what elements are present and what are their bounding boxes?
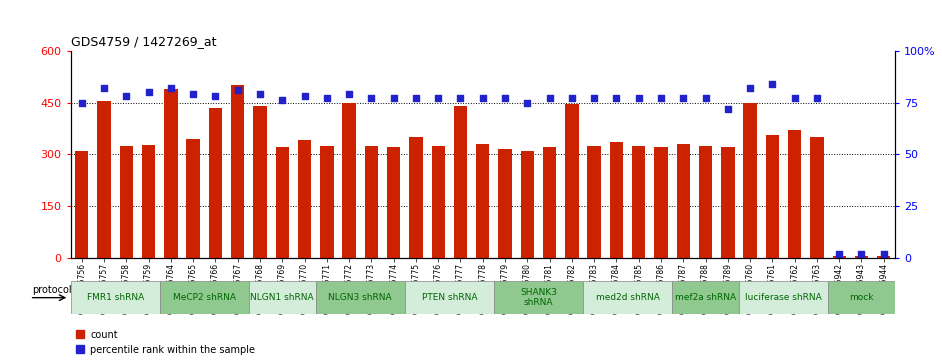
Point — [297, 93, 312, 99]
Bar — [454, 106, 467, 258]
Bar — [766, 135, 779, 258]
Bar — [583, 281, 673, 314]
Bar — [320, 146, 333, 258]
Point — [342, 91, 357, 97]
Bar — [828, 281, 895, 314]
Legend: count, percentile rank within the sample: count, percentile rank within the sample — [75, 330, 255, 355]
Bar — [71, 281, 160, 314]
Bar — [209, 108, 222, 258]
Point — [675, 95, 690, 101]
Bar — [276, 147, 289, 258]
Bar — [877, 256, 890, 258]
Bar — [405, 281, 494, 314]
Bar — [97, 101, 111, 258]
Point — [832, 251, 847, 257]
Text: NLGN3 shRNA: NLGN3 shRNA — [329, 293, 392, 302]
Point — [497, 95, 512, 101]
Bar — [498, 149, 512, 258]
Bar — [164, 89, 178, 258]
Point — [742, 85, 757, 91]
Bar — [521, 151, 534, 258]
Bar — [160, 281, 249, 314]
Bar — [120, 146, 133, 258]
Bar — [298, 140, 311, 258]
Point — [542, 95, 557, 101]
Text: FMR1 shRNA: FMR1 shRNA — [87, 293, 144, 302]
Bar — [316, 281, 405, 314]
Point — [186, 91, 201, 97]
Point — [854, 251, 869, 257]
Point — [520, 99, 535, 105]
Point — [275, 98, 290, 103]
Point — [788, 95, 803, 101]
Point — [765, 81, 780, 87]
Bar — [743, 102, 756, 258]
Point — [163, 85, 178, 91]
Bar — [75, 151, 89, 258]
Point — [252, 91, 268, 97]
Point — [364, 95, 379, 101]
Text: MeCP2 shRNA: MeCP2 shRNA — [172, 293, 236, 302]
Point — [475, 95, 490, 101]
Bar — [142, 144, 155, 258]
Point — [609, 95, 624, 101]
Bar — [476, 144, 490, 258]
Bar — [409, 137, 423, 258]
Bar — [810, 137, 823, 258]
Point — [96, 85, 111, 91]
Text: GDS4759 / 1427269_at: GDS4759 / 1427269_at — [71, 35, 216, 48]
Bar — [543, 147, 557, 258]
Point — [876, 251, 891, 257]
Point — [119, 93, 134, 99]
Point — [230, 87, 245, 93]
Bar — [722, 147, 735, 258]
Text: protocol: protocol — [32, 285, 72, 295]
Bar — [673, 281, 739, 314]
Bar — [231, 85, 244, 258]
Point — [386, 95, 401, 101]
Bar — [676, 144, 690, 258]
Point — [430, 95, 446, 101]
Bar — [494, 281, 583, 314]
Bar — [249, 281, 316, 314]
Bar — [565, 104, 578, 258]
Bar — [343, 102, 356, 258]
Bar — [387, 147, 400, 258]
Point — [698, 95, 713, 101]
Bar — [253, 106, 267, 258]
Point — [409, 95, 424, 101]
Point — [654, 95, 669, 101]
Bar — [699, 146, 712, 258]
Point — [74, 99, 89, 105]
Point — [721, 106, 736, 112]
Bar — [609, 142, 623, 258]
Point — [564, 95, 579, 101]
Bar — [588, 146, 601, 258]
Bar — [655, 147, 668, 258]
Text: luciferase shRNA: luciferase shRNA — [745, 293, 821, 302]
Bar — [431, 146, 445, 258]
Text: SHANK3
shRNA: SHANK3 shRNA — [520, 288, 557, 307]
Point — [809, 95, 824, 101]
Point — [141, 89, 156, 95]
Bar — [788, 130, 802, 258]
Text: NLGN1 shRNA: NLGN1 shRNA — [251, 293, 314, 302]
Bar — [187, 139, 200, 258]
Point — [208, 93, 223, 99]
Text: med2d shRNA: med2d shRNA — [595, 293, 659, 302]
Point — [319, 95, 334, 101]
Bar — [632, 146, 645, 258]
Text: PTEN shRNA: PTEN shRNA — [422, 293, 477, 302]
Bar — [739, 281, 828, 314]
Bar — [854, 256, 869, 258]
Text: mef2a shRNA: mef2a shRNA — [675, 293, 736, 302]
Point — [453, 95, 468, 101]
Bar — [365, 146, 378, 258]
Bar — [833, 256, 846, 258]
Point — [631, 95, 646, 101]
Point — [587, 95, 602, 101]
Text: mock: mock — [850, 293, 874, 302]
